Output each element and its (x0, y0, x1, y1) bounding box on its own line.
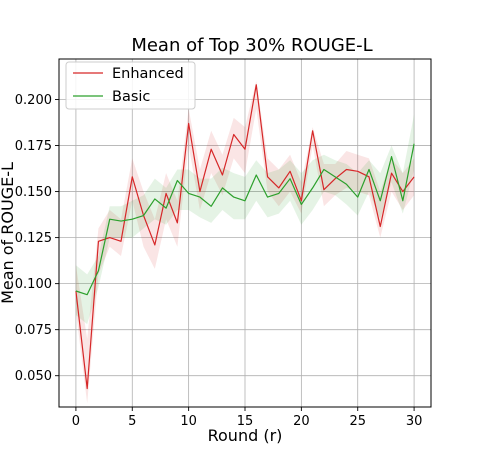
band-basic (75, 114, 415, 325)
y-tick-label: 0.050 (15, 369, 52, 384)
x-axis: 0 5 10 15 20 25 30 (72, 407, 423, 429)
series-line-basic (75, 143, 415, 296)
legend-label-basic: Basic (112, 89, 150, 105)
band-enhanced (75, 81, 415, 404)
y-tick-label: 0.100 (15, 277, 52, 292)
y-tick-label: 0.175 (15, 139, 52, 154)
confidence-bands (75, 81, 415, 404)
x-tick-label: 5 (128, 414, 136, 429)
x-tick-label: 25 (349, 414, 366, 429)
chart-title: Mean of Top 30% ROUGE-L (131, 35, 372, 56)
x-axis-label: Round (r) (208, 426, 283, 445)
x-tick-label: 10 (180, 414, 197, 429)
legend: Enhanced Basic (65, 61, 196, 110)
series-line-enhanced (75, 84, 415, 390)
series-lines (75, 84, 415, 390)
y-axis-label: Mean of ROUGE-L (0, 162, 17, 304)
y-tick-label: 0.200 (15, 93, 52, 108)
y-axis: 0.050 0.075 0.100 0.125 0.150 0.175 0.200 (15, 93, 59, 384)
x-tick-label: 15 (237, 414, 254, 429)
legend-box (65, 61, 196, 110)
y-tick-label: 0.150 (15, 185, 52, 200)
x-tick-label: 0 (72, 414, 80, 429)
gridlines (59, 59, 431, 407)
y-tick-label: 0.075 (15, 323, 52, 338)
legend-label-enhanced: Enhanced (112, 66, 184, 82)
x-tick-label: 30 (406, 414, 423, 429)
x-tick-label: 20 (293, 414, 310, 429)
y-tick-label: 0.125 (15, 231, 52, 246)
